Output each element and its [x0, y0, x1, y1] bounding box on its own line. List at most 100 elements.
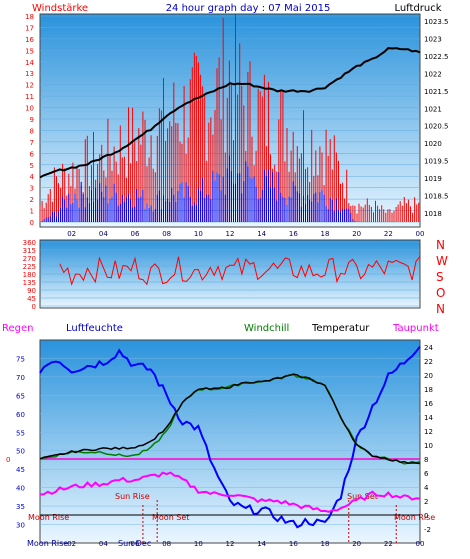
hour-tick-label-bottom: 14 [257, 540, 266, 548]
bottom-sun-dec: Sun Dec [118, 539, 151, 548]
pressure-tick-label: 1018 [424, 210, 442, 218]
rain-label: Regen [2, 323, 34, 334]
hour-tick-label: 22 [384, 230, 393, 238]
temperature-tick-label: -2 [424, 526, 431, 534]
humidity-label: Luftfeuchte [66, 323, 123, 334]
humidity-tick-label: 55 [16, 429, 25, 437]
dewpoint-line [39, 471, 421, 513]
temperature-tick-label: 8 [424, 456, 428, 464]
temperature-tick-label: 2 [424, 498, 428, 506]
hour-tick-label-bottom: 08 [162, 540, 171, 548]
wind-tick-label: 0 [30, 219, 34, 227]
humidity-tick-label: 50 [16, 448, 25, 456]
direction-tick-label: 0 [32, 303, 36, 311]
pressure-tick-label: 1021 [424, 105, 442, 113]
humidity-tick-label: 30 [16, 522, 25, 530]
humidity-tick-label: 70 [16, 374, 25, 382]
humidity-tick-label: 35 [16, 503, 25, 511]
wind-tick-label: 1 [30, 208, 34, 216]
dewpoint-label: Taupunkt [392, 323, 439, 334]
wind-tick-label: 15 [25, 47, 34, 55]
hour-tick-label-bottom: 02 [67, 540, 76, 548]
direction-tick-label: 360 [23, 239, 36, 247]
temperature-tick-label: 18 [424, 386, 433, 394]
direction-tick-label: 90 [27, 287, 36, 295]
wind-tick-label: 10 [25, 105, 34, 113]
humidity-tick-label: 75 [16, 355, 25, 363]
hour-tick-label: 18 [321, 230, 330, 238]
hour-tick-label-bottom: 18 [321, 540, 330, 548]
pressure-tick-label: 1020 [424, 140, 442, 148]
temperature-tick-label: 10 [424, 442, 433, 450]
pressure-tick-label: 1019.5 [424, 158, 449, 166]
pressure-line [39, 47, 421, 179]
temperature-tick-label: 16 [424, 400, 433, 408]
temperature-tick-label: 0 [424, 512, 428, 520]
direction-tick-label: 135 [23, 279, 36, 287]
hour-tick-label-bottom: 12 [226, 540, 235, 548]
temperature-tick-label: 6 [424, 470, 429, 478]
direction-tick-label: 270 [23, 255, 36, 263]
wind-tick-label: 8 [30, 127, 34, 135]
hour-tick-label-bottom: 04 [99, 540, 108, 548]
bottom-moon-rise: Moon Rise [27, 539, 68, 548]
wind-tick-label: 9 [30, 116, 34, 124]
hour-tick-label: 14 [257, 230, 266, 238]
wind-tick-label: 18 [25, 13, 34, 21]
temperature-tick-label: 22 [424, 358, 433, 366]
wind-tick-label: 12 [25, 82, 34, 90]
wind-tick-label: 5 [30, 162, 34, 170]
chart-title: 24 hour graph day : 07 Mai 2015 [166, 3, 331, 14]
wind-axis-title: Windstärke [32, 3, 88, 14]
temp-humidity-plot [39, 339, 421, 544]
moon-set-annotation: Moon Set [152, 513, 189, 522]
wind-tick-label: 3 [30, 185, 34, 193]
hour-tick-label-bottom: 00 [416, 540, 425, 548]
pressure-tick-label: 1023 [424, 35, 442, 43]
wind-tick-label: 14 [25, 59, 34, 67]
wind-tick-label: 11 [25, 93, 34, 101]
hour-tick-label-bottom: 16 [289, 540, 298, 548]
hour-tick-label: 08 [162, 230, 171, 238]
moon-rise-right-annotation: Moon Rise [394, 513, 435, 522]
hour-tick-label: 02 [67, 230, 76, 238]
hour-tick-label-bottom: 06 [131, 540, 140, 548]
sun-set-annotation: Sun Set [347, 492, 378, 501]
humidity-line [39, 345, 421, 529]
temperature-label: Temperatur [311, 323, 370, 334]
wind-tick-label: 4 [30, 173, 35, 181]
windchill-label: Windchill [244, 323, 289, 334]
hour-tick-label-bottom: 10 [194, 540, 203, 548]
direction-tick-label: 225 [23, 263, 36, 271]
dir-letter-o: O [436, 286, 445, 300]
wind-tick-label: 6 [30, 150, 35, 158]
hour-tick-label: 20 [352, 230, 361, 238]
pressure-tick-label: 1023.5 [424, 18, 449, 26]
hour-tick-label: 06 [131, 230, 140, 238]
dir-letter-n-top: N [436, 238, 445, 252]
hour-tick-label: 16 [289, 230, 298, 238]
temperature-tick-label: 20 [424, 372, 433, 380]
wind-tick-label: 16 [25, 36, 34, 44]
direction-tick-label: 45 [27, 295, 36, 303]
hour-tick-label: 04 [99, 230, 108, 238]
pressure-axis-title: Luftdruck [394, 3, 441, 14]
hour-tick-label-bottom: 22 [384, 540, 393, 548]
dir-letter-n-bottom: N [436, 302, 445, 316]
pressure-tick-label: 1022.5 [424, 53, 449, 61]
sun-rise-annotation: Sun Rise [115, 492, 150, 501]
temperature-tick-label: 4 [424, 484, 429, 492]
hour-tick-label: 10 [194, 230, 203, 238]
chart-marks: 012345678910111213141516171810181018.510… [6, 13, 449, 548]
temperature-tick-label: 12 [424, 428, 433, 436]
pressure-tick-label: 1022 [424, 70, 442, 78]
wind-tick-label: 7 [30, 139, 34, 147]
temperature-tick-label: 24 [424, 344, 433, 352]
wind-pressure-plot [39, 13, 421, 228]
dir-letter-s: S [436, 270, 444, 284]
humidity-tick-label: 65 [16, 392, 25, 400]
pressure-tick-label: 1019 [424, 175, 442, 183]
temperature-line [39, 373, 421, 465]
humidity-tick-label: 60 [16, 411, 25, 419]
